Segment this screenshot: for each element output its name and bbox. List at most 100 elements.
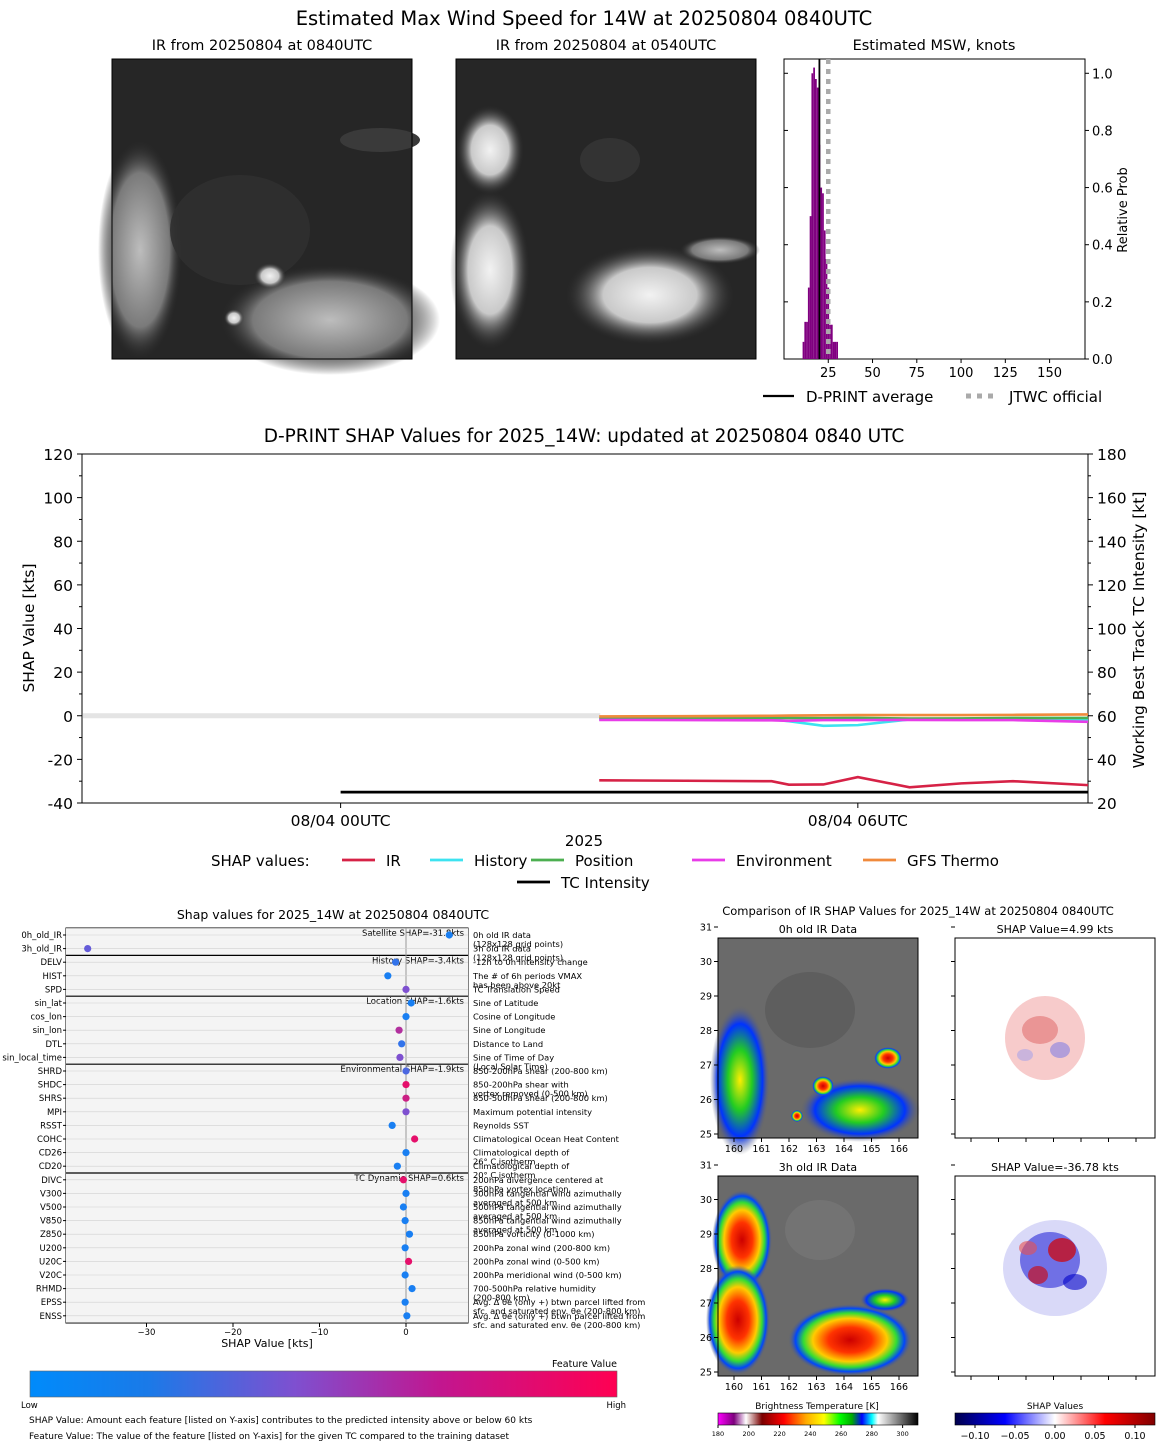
- lat-tick-label: 25: [700, 1130, 712, 1141]
- histogram-x-tick-label: 125: [993, 366, 1018, 381]
- lat-tick-label: 28: [700, 1026, 712, 1037]
- series-position: [599, 716, 1088, 720]
- bt-colorbar: Brightness Temperature [K] 180 200 220 240 2…: [712, 1402, 919, 1438]
- feature-desc: 500hPa tangential wind azimuthally: [473, 1202, 622, 1212]
- msw-title: Estimated MSW, knots: [853, 38, 1016, 54]
- feature-desc: 26° C isotherm: [473, 1157, 535, 1167]
- lat-tick-label: 29: [700, 1230, 712, 1241]
- feature-name: SHRD: [38, 1067, 63, 1077]
- feature-desc: 20° C isotherm: [473, 1170, 535, 1180]
- feature-point: [402, 985, 410, 994]
- lon-tick-label: 164: [835, 1382, 853, 1393]
- histogram-bar: [834, 341, 837, 359]
- feature-colorbar-low: Low: [21, 1401, 38, 1411]
- panel-0h-title: 0h old IR Data: [779, 923, 857, 936]
- legend-title: SHAP values:: [211, 852, 310, 870]
- shap-map-0h: [954, 937, 1156, 1139]
- feature-name: DELV: [40, 958, 62, 968]
- msw-histogram: 25 50 75 100 125 150 0.0 0.2 0.4 0.6 0.8 1.0 Relat…: [783, 58, 1131, 381]
- feature-name: RSST: [40, 1121, 63, 1131]
- feature-point: [402, 1189, 410, 1197]
- lon-tick-label: 162: [780, 1382, 798, 1393]
- feature-desc: Distance to Land: [473, 1039, 543, 1049]
- feature-desc: Climatological Ocean Heat Content: [473, 1134, 620, 1144]
- lon-tick-label: 163: [807, 1144, 825, 1155]
- feature-desc: (128x128 grid points): [473, 953, 563, 963]
- shap-tick-label: 0.10: [1124, 1431, 1145, 1442]
- timeseries-legend: SHAP values: IR History Position Environmen…: [211, 852, 999, 892]
- left-y-tick-label: 20: [53, 664, 73, 682]
- histogram-y-tick-label: 0.0: [1092, 353, 1113, 368]
- feature-point: [407, 999, 415, 1007]
- left-y-ticks: -40 -20 0 20 40 60 80 100 120: [43, 446, 82, 813]
- lat-tick-label: 27: [700, 1299, 712, 1310]
- histogram-bar: [802, 341, 805, 359]
- legend-label: Environment: [736, 852, 832, 870]
- zero-band: [83, 713, 601, 719]
- lon-tick-label: 165: [862, 1382, 880, 1393]
- feature-desc: Sine of Longitude: [473, 1025, 545, 1035]
- feature-group-label: Satellite SHAP=-31.8kts: [362, 929, 465, 939]
- timeseries-xlabel: 2025: [565, 832, 603, 850]
- histogram-bar: [822, 193, 824, 359]
- shap-features-chart: Satellite SHAP=-31.8kts History SHAP=-3.4…: [2, 927, 645, 1350]
- shap-timeseries-chart: -40 -20 0 20 40 60 80 100 120 20 40 60 80 100 120 140 1…: [20, 446, 1148, 850]
- legend-jtwc-official: JTWC official: [1008, 388, 1102, 406]
- feature-name: CD26: [39, 1149, 62, 1159]
- feature-group-label: History SHAP=-3.4kts: [372, 956, 465, 966]
- feature-desc: Climatological depth of: [473, 1161, 570, 1171]
- feature-desc: 850hPa vorticity (0-1000 km): [473, 1229, 594, 1239]
- panel-shap-3h-title: SHAP Value=-36.78 kts: [991, 1161, 1119, 1174]
- feature-name: SHDC: [38, 1081, 62, 1091]
- feature-desc: (200-800 km): [473, 1293, 530, 1303]
- feature-desc: 700-500hPa relative humidity: [473, 1284, 596, 1294]
- feature-xlabel: SHAP Value [kts]: [221, 1337, 313, 1350]
- histogram-bar: [807, 287, 810, 359]
- zero-band-rect: [83, 713, 601, 719]
- left-y-tick-label: 60: [53, 577, 73, 595]
- feature-x-ticks: −30 −20 −10 0: [138, 1323, 409, 1338]
- feature-colorbar: Feature Value Low High: [21, 1359, 626, 1411]
- right-y-tick-label: 40: [1097, 751, 1117, 769]
- lat-tick-label: 26: [700, 1333, 712, 1344]
- bt-tick-label: 300: [896, 1430, 908, 1438]
- footnote-shap: SHAP Value: Amount each feature [listed …: [29, 1416, 533, 1426]
- lon-tick-label: 160: [725, 1144, 743, 1155]
- lat-tick-label: 31: [700, 923, 712, 934]
- feature-desc: 300hPa tangential wind azimuthally: [473, 1188, 622, 1198]
- lat-tick-label: 25: [700, 1368, 712, 1379]
- feature-name: SPD: [45, 985, 63, 995]
- lon-tick-label: 161: [752, 1144, 770, 1155]
- legend-label: GFS Thermo: [907, 852, 999, 870]
- histogram-bar: [830, 324, 833, 359]
- feature-desc: 0h old IR data: [473, 930, 531, 940]
- feature-point: [398, 1040, 406, 1048]
- feature-point: [402, 1067, 410, 1075]
- feature-point: [399, 1176, 408, 1184]
- left-y-tick-label: 120: [43, 446, 73, 464]
- histogram-x-tick-label: 50: [864, 366, 881, 381]
- series-gfs-thermo: [599, 713, 1089, 718]
- feature-name: U200: [40, 1244, 62, 1254]
- histogram-bar: [811, 73, 814, 360]
- lat-tick-label: 31: [700, 1161, 712, 1172]
- feature-desc: has been above 20kt: [473, 980, 561, 990]
- feature-x-tick-label: −10: [311, 1328, 329, 1338]
- feature-name: cos_lon: [30, 1013, 62, 1023]
- histogram-y-tick-label: 1.0: [1092, 67, 1113, 82]
- bt-tick-label: 260: [835, 1430, 847, 1438]
- feature-name: DTL: [46, 1040, 63, 1050]
- feature-desc: Sine of Time of Day: [473, 1052, 554, 1062]
- feature-point: [403, 1312, 411, 1320]
- histogram-legend: D-PRINT average JTWC official: [763, 388, 1102, 406]
- feature-desc: sfc. and saturated env. θe (200-800 km): [473, 1306, 640, 1316]
- ir-0840-title: IR from 20250804 at 0840UTC: [152, 38, 373, 54]
- feature-point: [402, 1081, 410, 1089]
- feature-name: RHMD: [36, 1285, 63, 1295]
- feature-desc: (Local Solar Time): [473, 1061, 548, 1071]
- lon-tick-label: 166: [890, 1382, 908, 1393]
- feature-desc: 850-200hPa shear with: [473, 1080, 569, 1090]
- legend-label: IR: [386, 852, 401, 870]
- feature-desc: averaged at 500 km: [473, 1211, 557, 1221]
